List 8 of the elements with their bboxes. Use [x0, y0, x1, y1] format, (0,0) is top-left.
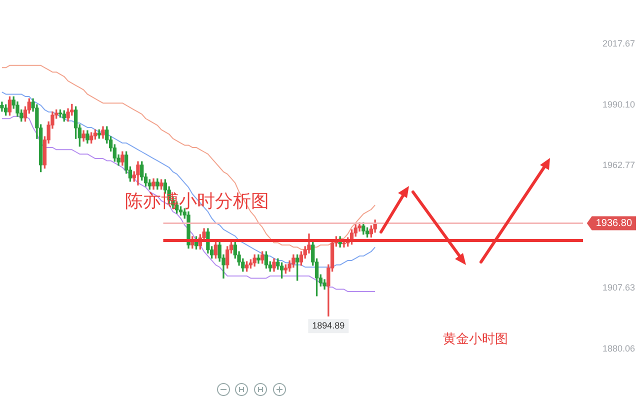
y-tick-label: 1962.77: [602, 160, 635, 170]
y-tick-label: 2017.67: [602, 38, 635, 48]
annotation: 1894.89: [312, 320, 345, 331]
annotation: 黄金小时图: [443, 331, 508, 348]
y-tick-label: 1990.10: [602, 100, 635, 110]
y-tick-label: 1880.06: [602, 343, 635, 354]
y-tick-label: 1907.63: [602, 282, 635, 292]
ref-line-label: 1936.80: [596, 218, 632, 229]
